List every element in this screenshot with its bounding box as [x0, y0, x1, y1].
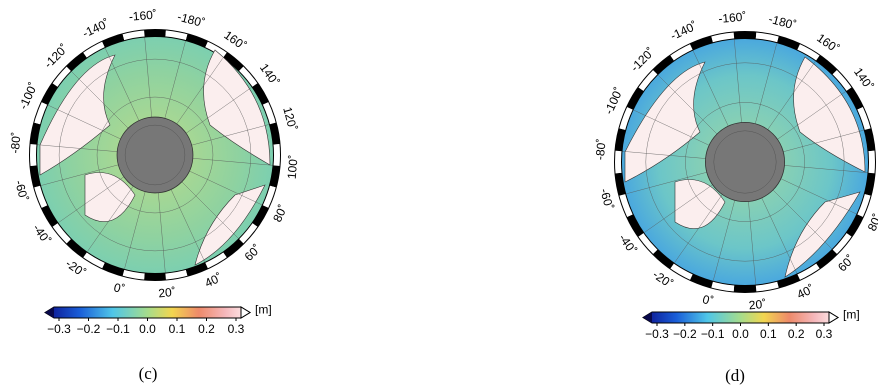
longitude-label: -160˚	[128, 8, 157, 24]
longitude-label: -100˚	[601, 85, 626, 116]
colorbar	[643, 312, 838, 323]
map-panel: -160˚-180˚160˚140˚120˚100˚80˚60˚40˚20˚0˚…	[593, 10, 878, 385]
colorbar-tick-label: 0.3	[816, 327, 833, 341]
longitude-label: 0˚	[112, 280, 126, 296]
longitude-label: 60˚	[835, 252, 857, 274]
map-panel: -160˚ -180˚ 160˚ 140˚ 120˚ 100˚ 80˚ 60˚ 40˚ 20˚ 0˚…	[8, 8, 301, 383]
longitude-label: -20˚	[63, 256, 89, 280]
longitude-label: 0˚	[701, 292, 715, 308]
map-frame-segment	[33, 123, 37, 144]
longitude-label: -180˚	[176, 10, 207, 31]
colorbar-tick-label: −0.1	[701, 327, 725, 341]
map-frame-segment	[166, 273, 187, 277]
longitude-label: 100˚	[285, 154, 301, 179]
map-frame-segment	[123, 273, 144, 277]
longitude-label: -80˚	[593, 138, 609, 160]
colorbar-unit: [m]	[843, 308, 860, 322]
longitude-label: -140˚	[668, 18, 699, 43]
map-frame-segment	[273, 166, 277, 187]
colorbar-tick-label: −0.2	[673, 327, 697, 341]
longitude-label: 40˚	[203, 270, 225, 290]
colorbar-unit: [m]	[255, 303, 272, 317]
longitude-label: -60˚	[12, 179, 31, 203]
longitude-label: -80˚	[8, 132, 24, 154]
map-frame-segment	[123, 33, 144, 37]
polar-gap	[705, 122, 784, 201]
longitude-label: -40˚	[616, 231, 640, 257]
longitude-label: 60˚	[242, 242, 264, 264]
map-frame-segment	[868, 129, 872, 151]
colorbar-tick-label: −0.2	[77, 322, 101, 336]
map-frame-segment	[756, 35, 778, 39]
map-frame-segment	[166, 33, 187, 37]
map-frame-segment	[618, 129, 622, 151]
longitude-label: -140˚	[80, 16, 111, 41]
longitude-label: 160˚	[221, 28, 249, 53]
colorbar-tick-label: 0.0	[139, 322, 156, 336]
longitude-label: -60˚	[597, 187, 616, 211]
longitude-label: 160˚	[814, 31, 842, 56]
longitude-label: 20˚	[748, 297, 767, 312]
colorbar-tick-label: 0.0	[732, 327, 749, 341]
colorbar-left-arrow	[643, 312, 652, 323]
longitude-label: -40˚	[30, 221, 54, 247]
longitude-label: -100˚	[16, 80, 41, 111]
map-frame-segment	[33, 166, 37, 187]
panel-label: (c)	[139, 364, 158, 383]
colorbar-tick-label: −0.3	[645, 327, 669, 341]
polar-gap	[117, 117, 193, 193]
longitude-label: -160˚	[718, 10, 747, 26]
colorbar-tick-label: 0.3	[228, 322, 245, 336]
map-frame-segment	[273, 123, 277, 144]
longitude-label: -180˚	[767, 12, 798, 33]
longitude-label: 140˚	[257, 61, 282, 89]
longitude-label: 20˚	[158, 285, 177, 300]
longitude-label: 80˚	[270, 203, 290, 225]
map-frame-segment	[756, 285, 778, 289]
colorbar-right-arrow	[241, 307, 250, 318]
figure: -160˚ -180˚ 160˚ 140˚ 120˚ 100˚ 80˚ 60˚ 40˚ 20˚ 0˚…	[0, 0, 878, 387]
colorbar-tick-label: 0.2	[788, 327, 805, 341]
longitude-label: 40˚	[795, 282, 817, 302]
longitude-label: 140˚	[851, 65, 876, 93]
longitude-label: -20˚	[650, 267, 676, 291]
map-frame-segment	[712, 285, 734, 289]
colorbar-left-arrow	[45, 307, 54, 318]
colorbar-tick-label: 0.1	[760, 327, 777, 341]
colorbar	[45, 307, 250, 318]
longitude-label: 120˚	[280, 105, 300, 132]
map-frame-segment	[618, 173, 622, 195]
colorbar-right-arrow	[829, 312, 838, 323]
map-frame-segment	[868, 173, 872, 195]
colorbar-tick-label: 0.1	[169, 322, 186, 336]
colorbar-tick-label: −0.1	[106, 322, 130, 336]
longitude-label: 80˚	[865, 212, 878, 234]
panel-label: (d)	[725, 366, 745, 385]
map-frame-segment	[712, 35, 734, 39]
colorbar-tick-label: 0.2	[198, 322, 215, 336]
colorbar-tick-label: −0.3	[47, 322, 71, 336]
